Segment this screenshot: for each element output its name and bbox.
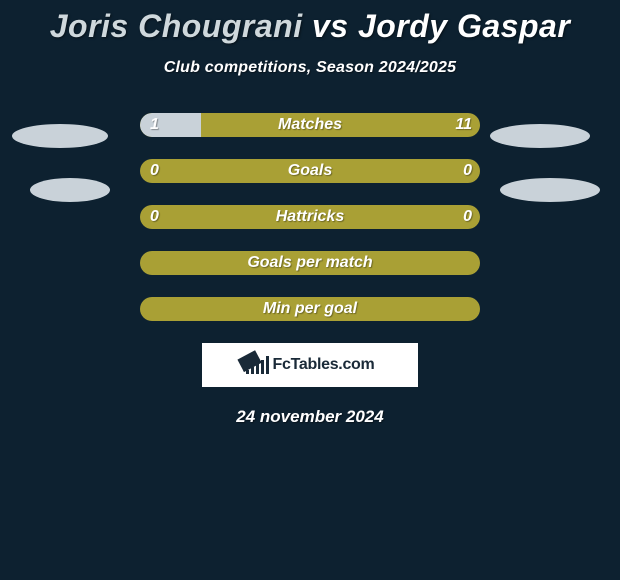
stat-value-left: 0	[150, 205, 159, 229]
stat-bar-track	[140, 297, 480, 321]
stat-bar-track	[140, 113, 480, 137]
decorative-ellipse	[500, 178, 600, 202]
stat-bar-track	[140, 251, 480, 275]
decorative-ellipse	[12, 124, 108, 148]
stat-value-right: 11	[455, 113, 472, 137]
stat-row: Min per goal	[0, 297, 620, 323]
stat-value-left: 1	[150, 113, 159, 137]
stat-bar-track	[140, 159, 480, 183]
page-title: Joris Chougrani vs Jordy Gaspar	[0, 8, 620, 45]
stat-value-right: 0	[463, 159, 472, 183]
stat-row: Hattricks00	[0, 205, 620, 231]
fctables-logo: FcTables.com	[246, 356, 375, 374]
footer-attribution: FcTables.com	[202, 343, 418, 387]
footer-brand-text: FcTables.com	[273, 356, 375, 374]
stat-value-left: 0	[150, 159, 159, 183]
logo-bars-icon	[246, 356, 269, 374]
comparison-infographic: Joris Chougrani vs Jordy Gaspar Club com…	[0, 0, 620, 427]
title-vs: vs	[312, 8, 349, 44]
decorative-ellipse	[490, 124, 590, 148]
title-player2: Jordy Gaspar	[358, 8, 570, 44]
stat-row: Goals per match	[0, 251, 620, 277]
stat-value-right: 0	[463, 205, 472, 229]
subtitle: Club competitions, Season 2024/2025	[0, 59, 620, 77]
title-player1: Joris Chougrani	[50, 8, 303, 44]
logo-bar-segment	[266, 356, 269, 374]
decorative-ellipse	[30, 178, 110, 202]
date-label: 24 november 2024	[0, 407, 620, 427]
stat-bar-track	[140, 205, 480, 229]
